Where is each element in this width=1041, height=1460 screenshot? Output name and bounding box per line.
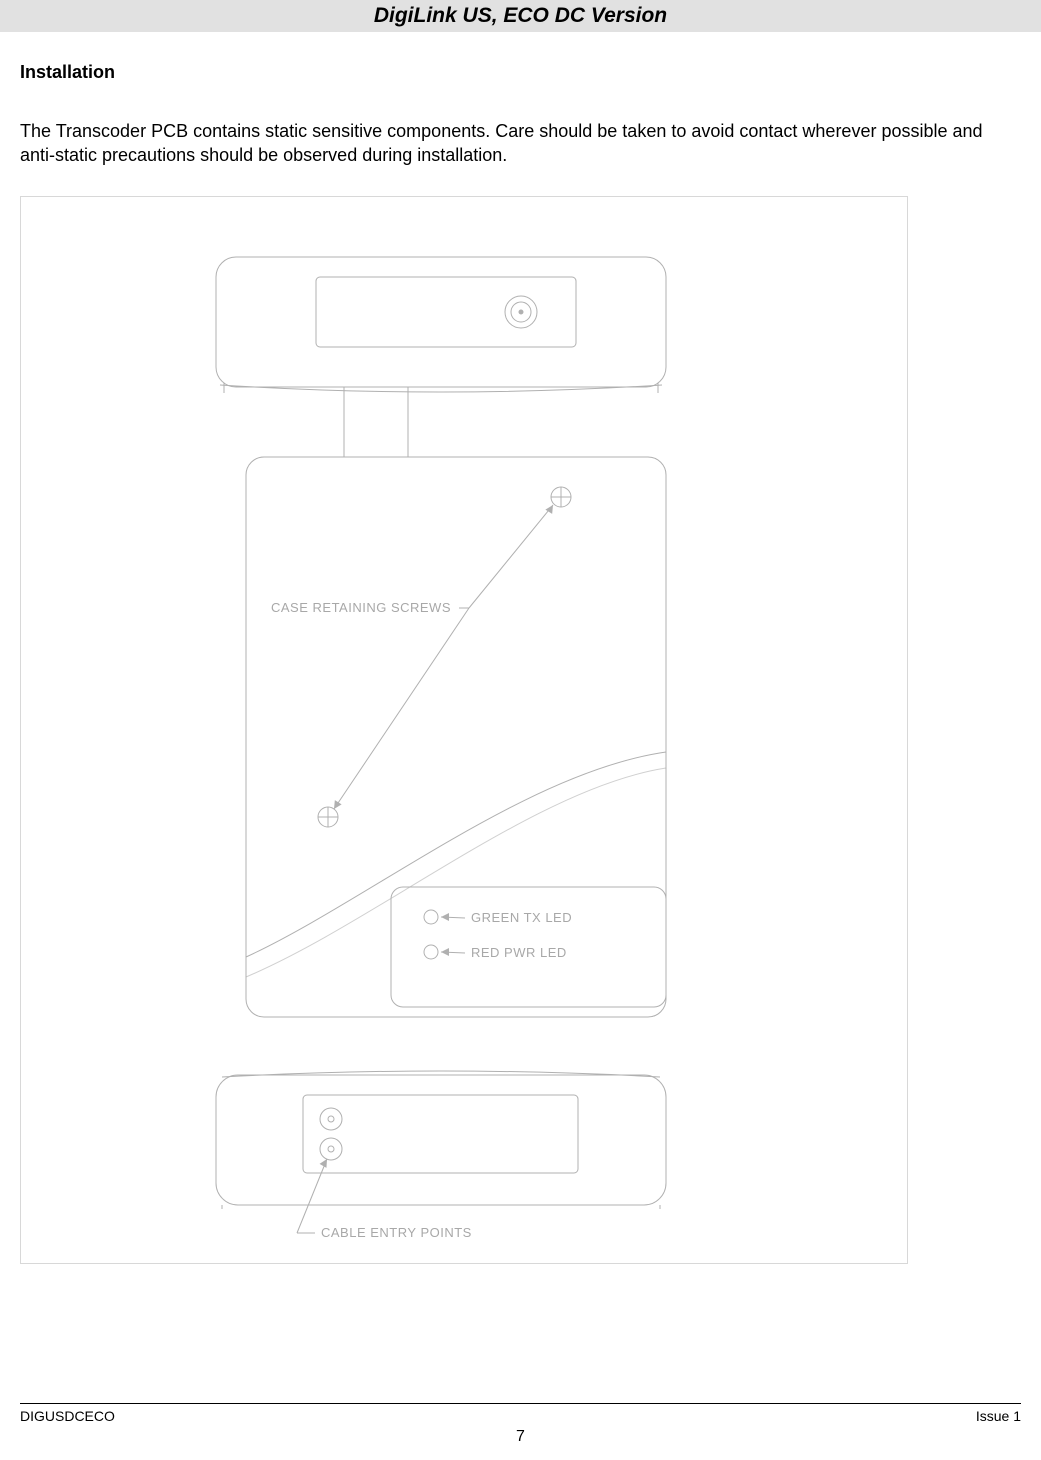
svg-text:RED PWR LED: RED PWR LED xyxy=(471,945,567,960)
footer-right: Issue 1 xyxy=(976,1408,1021,1424)
svg-text:CABLE ENTRY POINTS: CABLE ENTRY POINTS xyxy=(321,1225,472,1240)
figure-container: CASE RETAINING SCREWS GREEN TX LED RED PWR… xyxy=(20,196,908,1264)
footer-divider xyxy=(20,1403,1021,1404)
svg-text:CASE RETAINING SCREWS: CASE RETAINING SCREWS xyxy=(271,600,451,615)
page-number: 7 xyxy=(20,1428,1021,1446)
page-footer: DIGUSDCECO Issue 1 7 xyxy=(0,1403,1041,1446)
section-title: Installation xyxy=(20,62,1021,83)
installation-diagram: CASE RETAINING SCREWS GREEN TX LED RED PWR… xyxy=(21,197,909,1265)
svg-text:GREEN TX LED: GREEN TX LED xyxy=(471,910,572,925)
page-content: Installation The Transcoder PCB contains… xyxy=(0,32,1041,1264)
body-text: The Transcoder PCB contains static sensi… xyxy=(20,119,1021,168)
header-bar: DigiLink US, ECO DC Version xyxy=(0,0,1041,32)
header-title: DigiLink US, ECO DC Version xyxy=(374,4,667,27)
footer-left: DIGUSDCECO xyxy=(20,1408,115,1424)
